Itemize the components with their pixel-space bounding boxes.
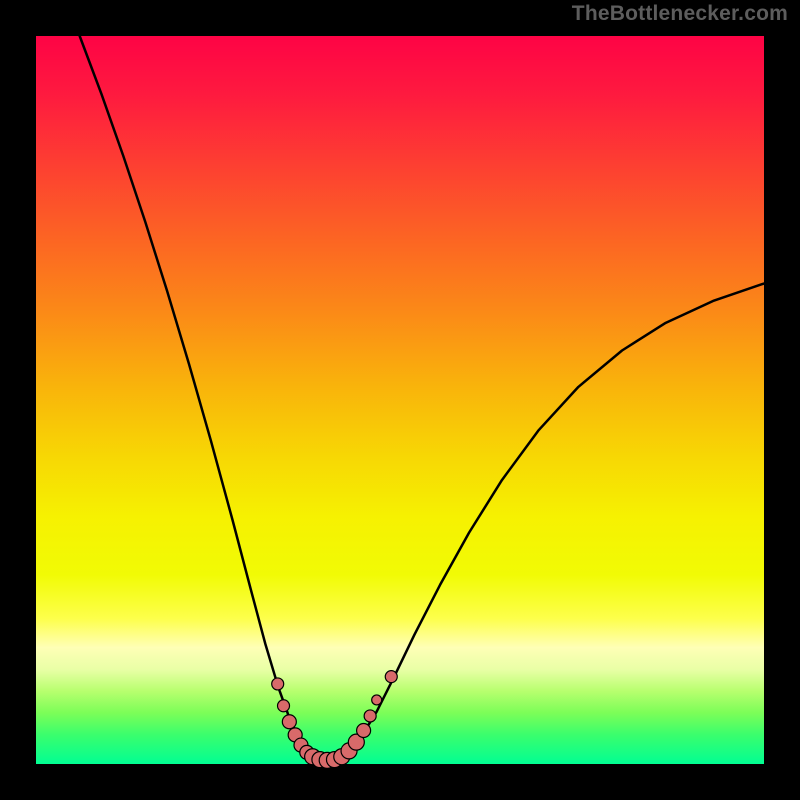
plot-area xyxy=(36,36,764,764)
data-marker xyxy=(372,695,382,705)
watermark-text: TheBottlenecker.com xyxy=(572,2,788,26)
data-marker xyxy=(278,700,290,712)
data-marker xyxy=(282,715,296,729)
data-marker xyxy=(385,671,397,683)
data-marker xyxy=(357,724,371,738)
data-marker xyxy=(364,710,376,722)
chart-svg xyxy=(0,0,800,800)
data-marker xyxy=(272,678,284,690)
